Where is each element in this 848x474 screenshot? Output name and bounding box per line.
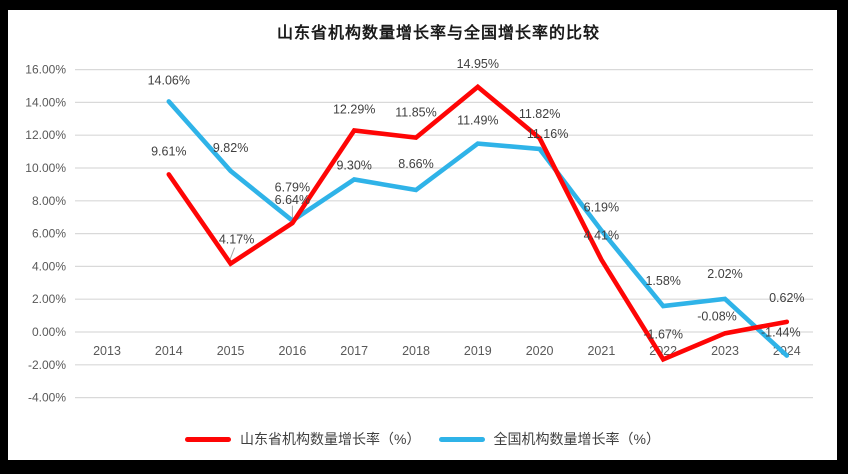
chart-legend: 山东省机构数量增长率（%） 全国机构数量增长率（%） [8,429,837,449]
y-axis-tick-label: 2.00% [32,292,66,306]
x-axis-tick-label: 2015 [217,344,245,358]
data-label: 9.30% [336,158,371,172]
data-label: 8.66% [398,157,433,171]
data-label: 6.79% [275,181,310,195]
x-axis-tick-label: 2013 [93,344,121,358]
y-axis-tick-label: 6.00% [32,227,66,241]
x-axis-tick-label: 2017 [340,344,368,358]
data-label: 4.41% [584,229,619,243]
chart-area: 山东省机构数量增长率与全国增长率的比较 16.00% 14.00% 12.00% 10… [8,10,837,460]
y-axis-tick-label: 10.00% [25,161,66,175]
data-label: 11.82% [519,107,560,121]
y-axis-tick-label: 4.00% [32,259,66,273]
data-label: 14.06% [148,73,190,87]
y-axis-tick-label: 12.00% [25,128,66,142]
data-label: 6.64% [275,193,310,207]
data-label: 6.19% [584,200,619,214]
x-axis-tick-label: 2018 [402,344,430,358]
data-label: 11.49% [457,114,498,128]
y-axis-tick-label: 8.00% [32,194,66,208]
y-axis-tick-label: 0.00% [32,325,66,339]
y-axis-tick-label: -2.00% [28,358,66,372]
legend-swatch-red-line [185,436,232,442]
data-label: -0.08% [697,309,737,323]
data-label: 9.82% [213,141,248,155]
data-label: 12.29% [333,102,375,116]
legend-label-shandong: 山东省机构数量增长率（%） [240,431,421,447]
x-axis-tick-label: 2014 [155,344,183,358]
data-label: 14.95% [457,57,499,71]
x-axis-tick-label: 2020 [526,344,554,358]
legend-item-shandong: 山东省机构数量增长率（%） [185,429,421,449]
y-axis-tick-label: -4.00% [28,391,66,405]
series-line-shandong [166,83,790,363]
data-label: 2.02% [707,267,742,281]
x-axis-tick-label: 2023 [711,344,739,358]
y-axis-tick-label: 16.00% [25,63,66,77]
series-line-national [166,99,790,358]
data-label: -1.44% [761,326,801,340]
data-label: 1.58% [645,274,680,288]
data-label: 4.17% [219,233,254,247]
x-axis-tick-label: 2021 [587,344,615,358]
data-label: 9.61% [151,144,186,158]
data-label: 11.85% [395,106,436,120]
x-axis-tick-label: 2016 [278,344,306,358]
legend-label-national: 全国机构数量增长率（%） [493,431,660,447]
legend-item-national: 全国机构数量增长率（%） [438,429,660,449]
chart-title: 山东省机构数量增长率与全国增长率的比较 [276,25,600,42]
y-axis-tick-label: 14.00% [25,95,66,109]
label-leader-line [229,247,236,261]
x-axis-tick-label: 2019 [464,344,492,358]
data-label: 0.62% [769,291,804,305]
line-chart-plot: 16.00% 14.00% 12.00% 10.00% 8.00% 6.00% 4.00% 2… [25,57,813,405]
data-label: -1.67% [643,327,683,341]
legend-swatch-blue-line [438,436,485,442]
data-label: 11.16% [527,127,568,141]
